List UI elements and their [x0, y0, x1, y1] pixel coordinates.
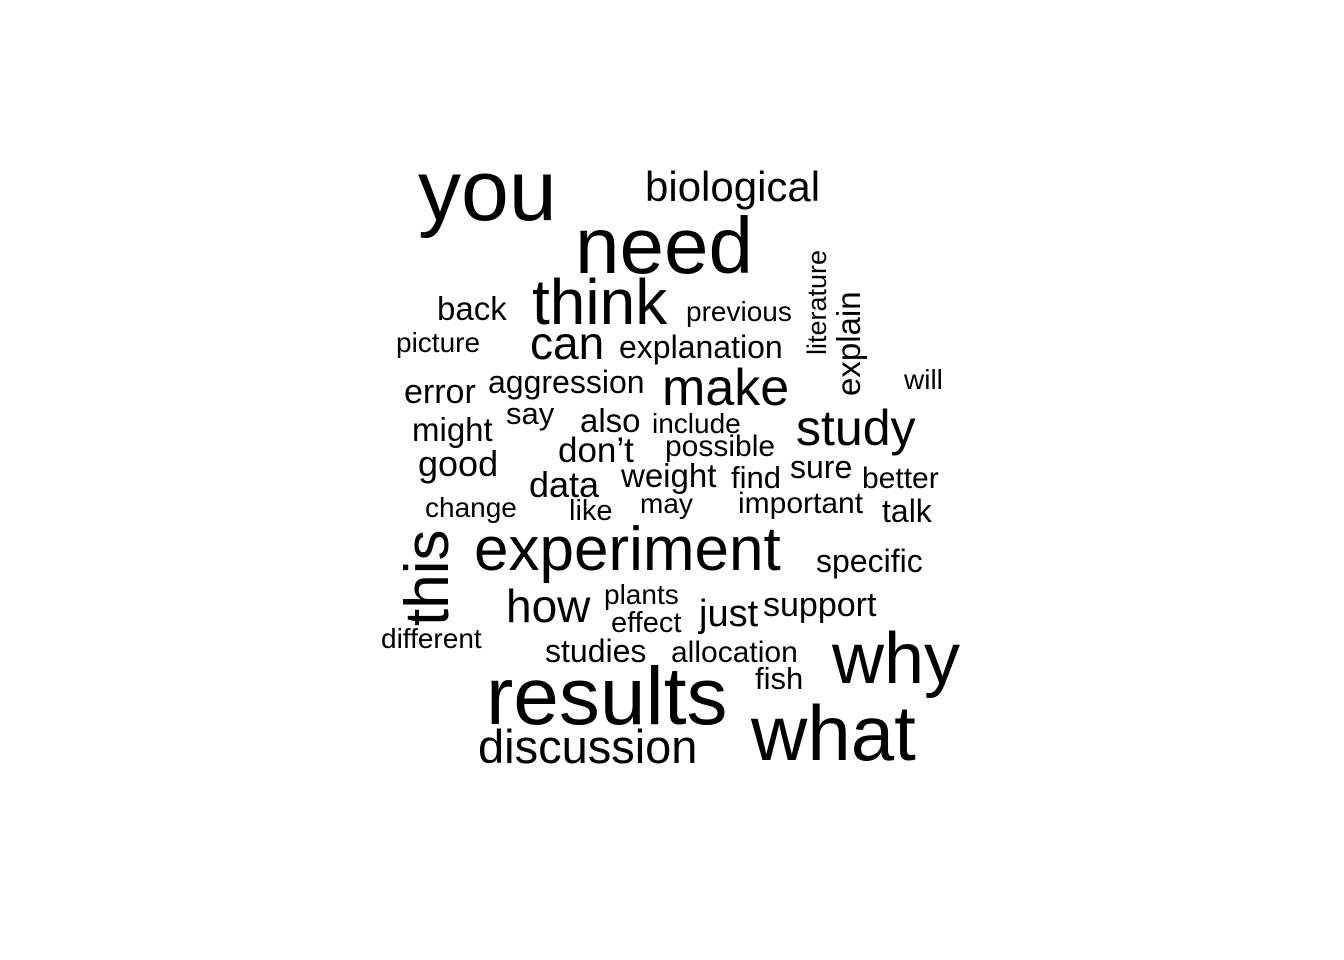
word-may: may	[640, 488, 693, 519]
word-think: think	[532, 266, 668, 338]
word-how: how	[506, 580, 591, 632]
word-allocation: allocation	[671, 636, 798, 669]
word-sure: sure	[790, 449, 853, 485]
word-error: error	[404, 373, 476, 411]
word-back: back	[437, 290, 507, 327]
word-why: why	[832, 619, 961, 699]
word-study: study	[796, 400, 916, 456]
word-will: will	[904, 364, 943, 395]
word-make: make	[662, 359, 790, 417]
word-experiment: experiment	[474, 515, 781, 584]
word-picture: picture	[396, 327, 481, 358]
word-also: also	[580, 402, 641, 439]
word-this: this	[393, 529, 462, 626]
word-previous: previous	[686, 296, 792, 327]
word-explain: explain	[830, 291, 867, 396]
word-you: you	[418, 143, 557, 239]
word-better: better	[862, 462, 939, 495]
word-what: what	[751, 689, 916, 777]
word-results: results	[486, 651, 728, 742]
word-effect: effect	[611, 607, 682, 639]
word-specific: specific	[816, 543, 923, 579]
word-include: include	[652, 408, 741, 439]
word-possible: possible	[665, 430, 776, 463]
word-like: like	[569, 495, 613, 527]
word-studies: studies	[545, 633, 647, 669]
word-biological: biological	[645, 163, 821, 210]
word-can: can	[530, 317, 605, 369]
word-important: important	[738, 487, 864, 520]
word-need: need	[575, 201, 753, 290]
word-fish: fish	[755, 661, 804, 696]
word-just: just	[699, 593, 759, 635]
word-support: support	[763, 586, 877, 624]
word-aggression: aggression	[488, 364, 645, 400]
word-plants: plants	[604, 579, 679, 610]
word-good: good	[418, 443, 499, 484]
word-different: different	[381, 623, 482, 654]
word-change: change	[425, 492, 517, 523]
word-find: find	[731, 460, 781, 495]
word-might: might	[412, 411, 493, 448]
word-literature: literature	[802, 249, 832, 355]
word-say: say	[506, 396, 555, 431]
word-weight: weight	[621, 457, 717, 494]
word-discussion: discussion	[478, 720, 698, 773]
word-explanation: explanation	[619, 329, 783, 365]
word-data: data	[529, 464, 600, 505]
word-talk: talk	[882, 493, 932, 529]
word-dont: don’t	[558, 431, 634, 470]
